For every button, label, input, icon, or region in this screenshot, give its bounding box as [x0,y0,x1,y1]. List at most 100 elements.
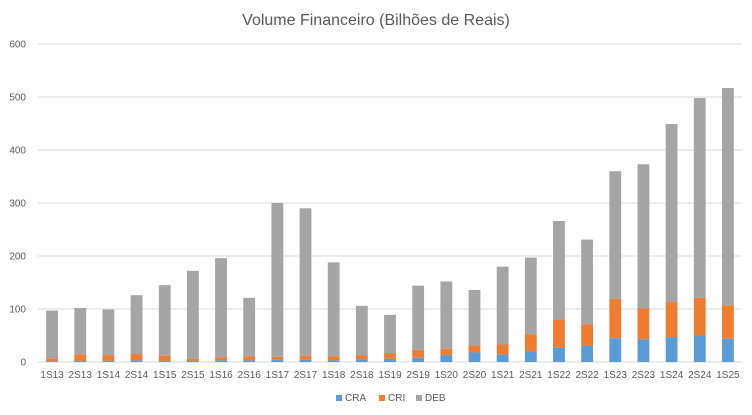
bar-cri-1s15 [158,355,171,361]
bar-cri-1s16 [215,357,227,361]
x-tick-label: 1S14 [97,370,121,381]
bar-cra-1s20 [440,355,453,362]
bar-deb-2s14 [130,295,143,355]
bar-cri-1s20 [440,348,453,356]
y-tick-label: 300 [9,199,26,210]
bar-deb-2s20 [468,289,481,346]
bar-cra-1s25 [722,338,734,362]
bar-cra-1s24 [665,337,678,362]
bar-deb-1s18 [327,262,340,357]
bar-deb-1s22 [553,221,565,320]
x-tick-label: 1S23 [604,370,628,381]
x-tick-label: 1S24 [660,370,684,381]
x-tick-label: 2S13 [69,370,93,381]
x-tick-label: 1S25 [716,370,740,381]
y-tick-label: 200 [9,252,26,263]
bar-cra-1s15 [158,360,171,362]
x-tick-label: 2S16 [238,370,262,381]
bar-cra-2s21 [524,351,537,362]
legend-swatch-cri [379,395,385,401]
x-tick-label: 1S21 [491,370,515,381]
bar-cra-2s19 [412,357,425,362]
x-tick-label: 2S20 [463,370,487,381]
bar-deb-2s24 [693,98,706,298]
bar-cri-2s19 [412,349,425,358]
bar-cri-1s17 [271,356,284,360]
bar-cri-2s13 [74,354,87,361]
bar-deb-1s25 [722,87,734,306]
bar-cra-2s23 [637,339,650,362]
bar-cra-1s13 [46,361,58,362]
bar-cri-2s14 [130,354,143,361]
bar-deb-2s17 [299,208,312,356]
x-tick-label: 2S24 [688,370,712,381]
bar-deb-1s21 [496,266,509,345]
bar-deb-2s13 [74,307,87,355]
bars [46,87,734,362]
bar-deb-2s18 [355,305,368,356]
bar-cri-2s17 [299,355,312,360]
bar-cri-2s21 [524,334,537,352]
bar-cri-2s16 [243,356,256,361]
bar-cra-2s15 [186,360,199,362]
bar-cri-1s21 [496,344,509,355]
bar-cra-2s22 [581,345,594,362]
bar-deb-2s16 [243,297,256,357]
y-tick-label: 100 [9,305,26,316]
bar-deb-2s19 [412,285,425,350]
y-tick-label: 600 [9,40,26,51]
bar-deb-2s22 [581,239,594,325]
bar-deb-2s23 [637,164,650,309]
bar-deb-2s15 [186,270,199,359]
bar-cri-2s23 [637,308,650,340]
bar-cra-2s20 [468,352,481,362]
y-tick-label: 0 [20,358,26,369]
bar-cri-2s20 [468,345,481,353]
x-tick-label: 1S16 [209,370,233,381]
bar-cri-2s18 [355,355,368,360]
bar-cra-2s18 [355,359,368,362]
bar-deb-1s20 [440,281,453,349]
x-tick-label: 1S13 [40,370,64,381]
bar-cri-1s23 [609,298,622,339]
bar-deb-1s15 [158,285,171,356]
x-tick-label: 2S23 [632,370,656,381]
bar-cra-1s22 [553,347,565,362]
x-tick-label: 2S15 [181,370,205,381]
x-tick-label: 1S15 [153,370,177,381]
bar-cra-1s23 [609,338,622,362]
bar-deb-1s13 [46,310,58,359]
bar-cri-1s22 [553,319,565,348]
y-tick-label: 500 [9,93,26,104]
bar-cra-1s16 [215,360,227,362]
bar-cra-2s14 [130,360,143,362]
bar-cra-2s16 [243,360,256,362]
bar-deb-1s24 [665,124,678,303]
bar-cra-2s13 [74,360,87,362]
bar-cri-1s14 [102,355,115,361]
legend-label-cri: CRI [388,393,405,404]
x-tick-label: 2S21 [519,370,543,381]
y-axis-ticks: 0 100 200 300 400 500 600 [9,40,26,369]
legend-swatch-cra [336,395,342,401]
bar-deb-2s21 [524,257,537,335]
x-tick-label: 2S18 [350,370,374,381]
x-tick-label: 1S17 [266,370,290,381]
gridlines [38,43,742,363]
bar-cri-2s22 [581,324,594,346]
bar-deb-1s23 [609,171,622,299]
bar-cra-2s17 [299,359,312,362]
bar-cri-1s25 [722,305,734,339]
x-tick-label: 1S20 [435,370,459,381]
legend-swatch-deb [416,395,422,401]
legend-label-cra: CRA [345,393,366,404]
bar-cri-2s24 [693,297,706,336]
bar-cra-1s19 [384,358,396,362]
bar-deb-1s19 [384,314,396,354]
bar-cri-1s19 [384,353,396,359]
y-tick-label: 400 [9,146,26,157]
bar-cri-1s13 [46,358,58,362]
bar-cra-1s14 [102,360,115,362]
x-tick-label: 1S18 [322,370,346,381]
